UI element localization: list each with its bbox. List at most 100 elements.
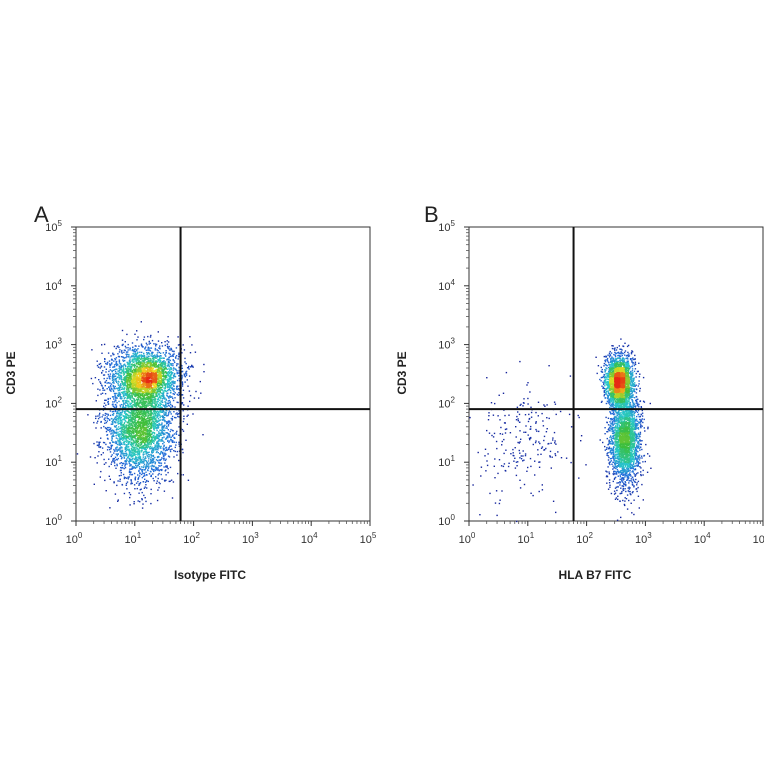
y-tick-label: 104 [45,278,62,293]
event-dot [126,333,128,336]
event-dot [104,419,106,422]
event-dot [141,365,144,368]
event-dot [154,369,157,372]
event-dot [125,365,127,368]
event-dot [121,352,123,354]
event-dot [178,459,180,462]
event-dot [130,392,132,394]
event-dot [105,421,108,424]
event-dot [131,449,134,451]
event-dot [149,347,151,349]
event-dot [140,382,142,384]
event-dot [170,439,173,441]
event-dot [139,450,141,452]
event-dot [110,445,113,447]
event-dot [148,425,151,427]
event-dot [150,427,152,429]
event-dot [148,355,150,357]
event-dot [177,385,179,387]
event-dot [142,439,144,442]
event-dot [96,364,99,367]
event-dot [118,410,120,412]
event-dot [126,448,128,450]
event-dot [112,401,114,403]
event-dot [144,366,147,368]
event-dot [155,466,157,468]
event-dot [113,373,115,376]
event-dot [143,442,145,444]
event-dot [128,393,130,395]
event-dot [135,451,137,453]
event-dot [147,412,150,415]
event-dot [150,364,153,367]
event-dot [144,478,146,480]
event-dot [165,465,167,467]
event-dot [140,384,142,386]
event-dot [138,379,140,381]
event-dot [150,436,153,438]
event-dot [117,412,119,414]
event-dot [174,376,177,378]
event-dot [137,385,139,388]
event-dot [92,382,94,385]
event-dot [120,368,122,370]
event-dot [165,469,167,471]
event-dot [118,360,121,363]
event-dot [156,349,158,351]
event-dot [127,366,129,368]
event-dot [137,391,139,394]
event-dot [172,388,174,390]
event-dot [165,350,167,352]
event-dot [150,439,152,442]
event-dot [117,380,119,383]
event-dot [139,394,142,396]
event-dot [173,411,175,413]
event-dot [181,367,183,369]
event-dot [115,380,117,382]
event-dot [169,396,171,398]
event-dot [157,426,160,429]
event-dot [161,422,163,424]
event-dot [167,471,169,474]
event-dot [145,427,147,429]
event-dot [151,368,153,371]
event-dot [142,387,144,389]
event-dot [154,354,156,356]
event-dot [131,349,133,352]
event-dot [137,422,139,424]
event-dot [109,384,112,387]
event-dot [139,467,141,470]
event-dot [150,404,152,406]
event-dot [168,397,170,399]
event-dot [100,393,102,395]
event-dot [155,365,158,368]
event-dot [165,412,167,414]
event-dot [131,375,133,377]
event-dot [156,371,159,373]
event-dot [144,428,146,430]
event-dot [159,386,162,389]
event-dot [154,422,156,424]
event-dot [146,418,148,420]
event-dot [127,367,129,369]
event-dot [137,427,139,429]
event-dot [125,394,128,397]
event-dot [120,466,122,469]
event-dot [160,357,162,359]
event-dot [124,401,127,404]
event-dot [137,457,140,459]
event-dot [118,393,120,396]
event-dot [141,441,143,443]
event-dot [151,450,153,452]
event-dot [159,399,161,401]
event-dot [143,359,145,362]
event-dot [169,450,172,453]
event-dot [155,437,157,439]
event-dot [131,419,133,422]
event-dot [153,461,155,463]
y-tick-label: 101 [45,454,62,469]
event-dot [168,356,170,359]
event-dot [129,398,131,401]
event-dot [172,430,174,432]
event-dot [125,402,128,404]
